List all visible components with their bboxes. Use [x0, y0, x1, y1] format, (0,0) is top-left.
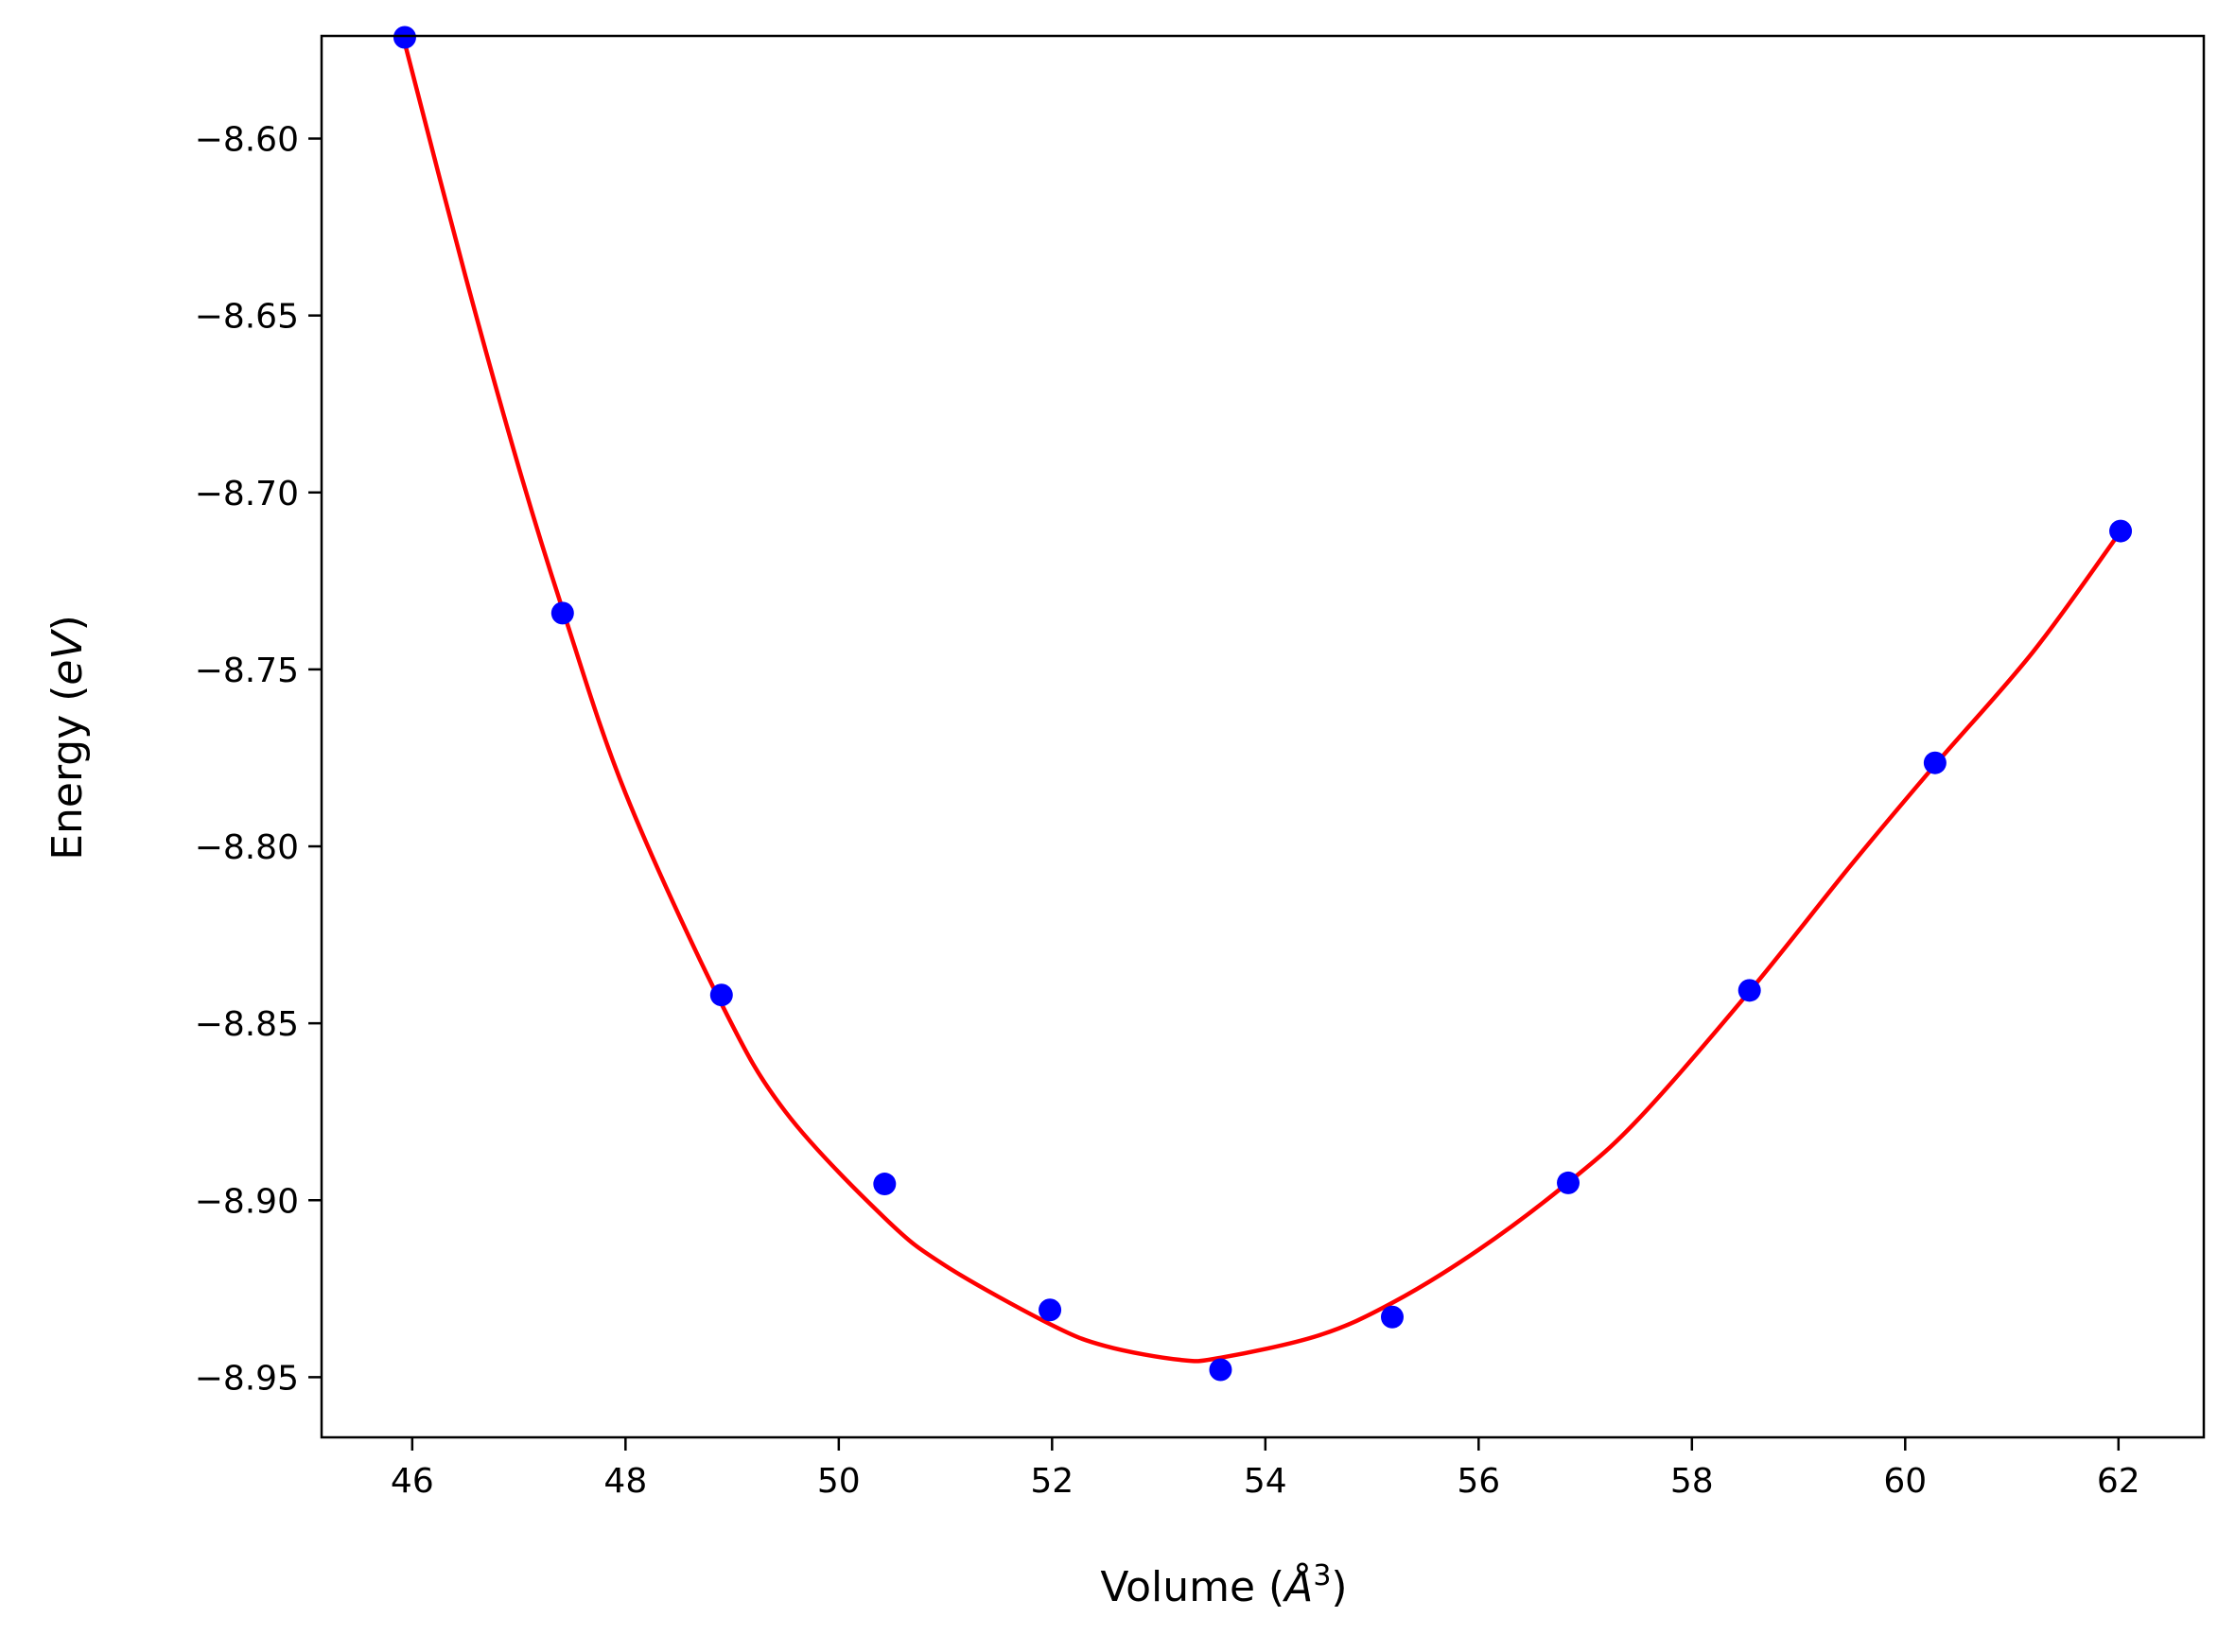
x-tick-label: 46 — [391, 1462, 434, 1501]
y-tick-label: −8.90 — [195, 1182, 299, 1221]
y-axis-ticks: −8.60 −8.65 −8.70 −8.75 −8.80 −8.85 −8.90 −8.95 — [195, 121, 322, 1398]
y-tick-label: −8.85 — [195, 1005, 299, 1044]
y-tick-label: −8.80 — [195, 828, 299, 867]
data-point — [1737, 979, 1761, 1002]
data-points-layer — [393, 26, 2133, 1382]
x-tick-label: 56 — [1457, 1462, 1500, 1501]
data-point — [550, 601, 574, 625]
data-point — [393, 26, 416, 49]
data-point — [873, 1173, 897, 1196]
x-tick-label: 48 — [603, 1462, 647, 1501]
data-point — [1380, 1305, 1404, 1329]
y-tick-label: −8.65 — [195, 298, 299, 337]
x-tick-label: 54 — [1244, 1462, 1287, 1501]
data-point — [1039, 1298, 1062, 1322]
y-tick-label: −8.60 — [195, 121, 299, 160]
y-tick-label: −8.70 — [195, 475, 299, 513]
x-tick-label: 52 — [1030, 1462, 1074, 1501]
x-tick-label: 60 — [1883, 1462, 1927, 1501]
x-axis-title: Volume (Å3) — [1100, 1559, 1347, 1612]
data-point — [2109, 519, 2133, 543]
data-point — [1209, 1358, 1232, 1382]
plot-frame — [320, 34, 2206, 1439]
data-point — [709, 983, 733, 1007]
data-point — [1557, 1171, 1580, 1194]
fit-curve-layer — [402, 42, 2122, 1364]
x-tick-label: 50 — [817, 1462, 861, 1501]
fit-curve — [402, 42, 2122, 1364]
x-tick-label: 62 — [2097, 1462, 2140, 1501]
y-tick-label: −8.95 — [195, 1359, 299, 1398]
data-point — [1923, 751, 1947, 774]
y-axis-title: Energy (eV) — [44, 615, 92, 861]
x-axis-ticks: 46 48 50 52 54 56 58 60 62 — [391, 1437, 2140, 1501]
x-tick-label: 58 — [1670, 1462, 1714, 1501]
y-tick-label: −8.75 — [195, 652, 299, 690]
